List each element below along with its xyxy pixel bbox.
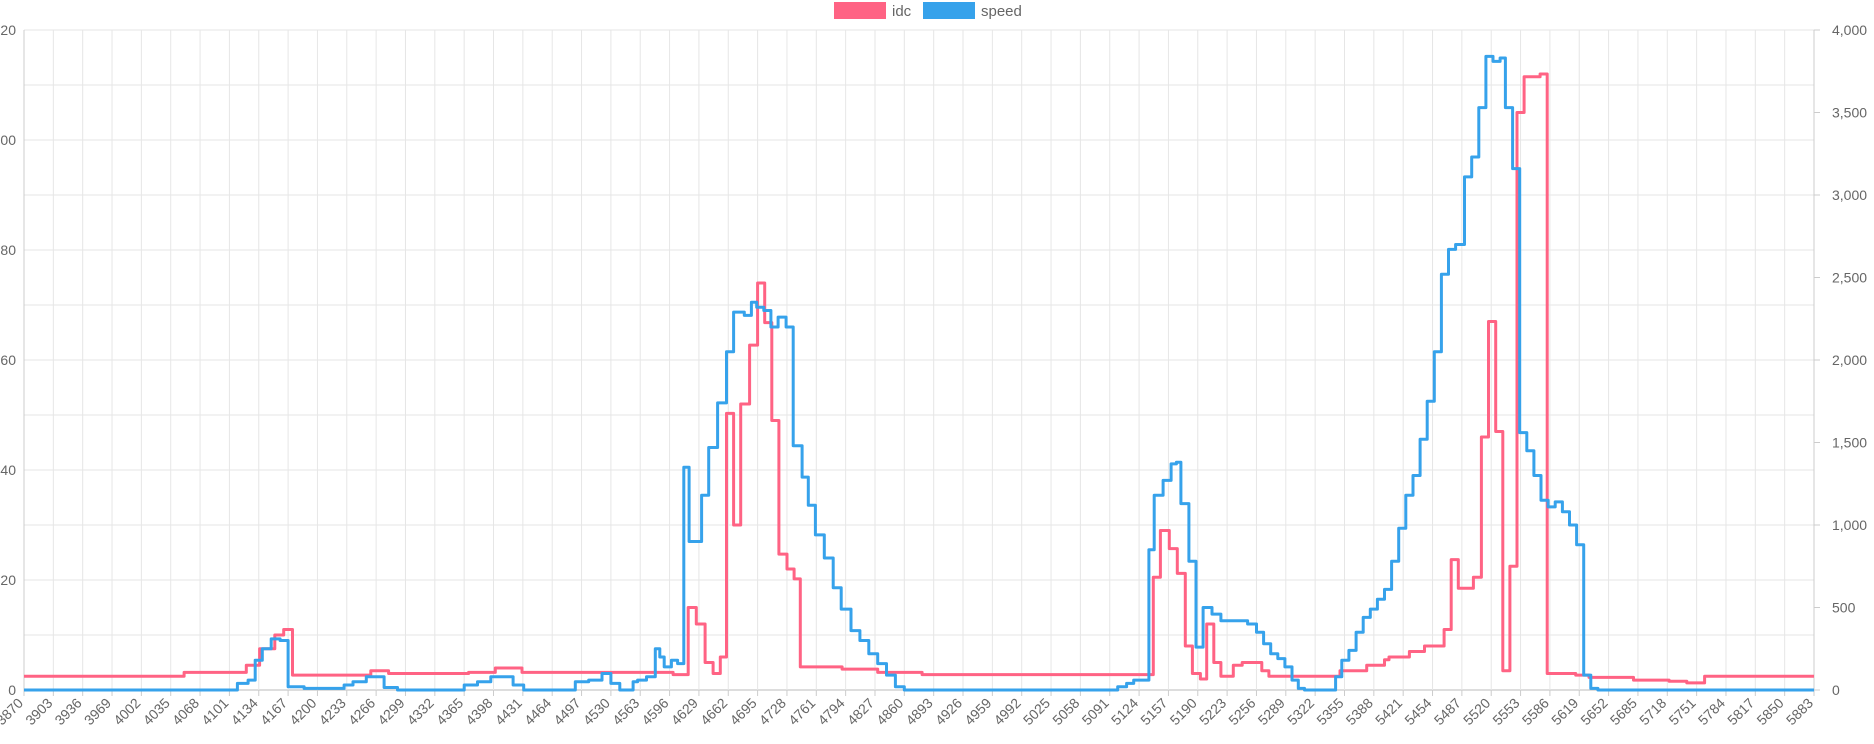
x-tick-label: 5586 bbox=[1519, 695, 1552, 728]
x-tick-label: 5487 bbox=[1431, 695, 1464, 728]
x-tick-label: 4299 bbox=[374, 695, 407, 728]
x-tick-label: 5058 bbox=[1049, 695, 1082, 728]
x-tick-label: 5355 bbox=[1313, 695, 1346, 728]
x-tick-label: 3870 bbox=[0, 695, 26, 728]
x-tick-label: 4497 bbox=[550, 695, 583, 728]
x-tick-label: 4827 bbox=[844, 695, 877, 728]
x-tick-label: 5289 bbox=[1255, 695, 1288, 728]
axes: 3870390339363969400240354068410141344167… bbox=[0, 22, 1867, 728]
x-tick-label: 4266 bbox=[345, 695, 378, 728]
x-tick-label: 5520 bbox=[1460, 695, 1493, 728]
x-tick-label: 5322 bbox=[1284, 695, 1317, 728]
x-tick-label: 4464 bbox=[521, 695, 554, 728]
y-right-tick-label: 3,500 bbox=[1832, 105, 1867, 121]
y-left-tick-label: 20 bbox=[0, 572, 16, 588]
y-right-tick-label: 1,000 bbox=[1832, 517, 1867, 533]
x-tick-label: 4695 bbox=[726, 695, 759, 728]
x-tick-label: 4860 bbox=[873, 695, 906, 728]
y-right-tick-label: 1,500 bbox=[1832, 435, 1867, 451]
x-tick-label: 5685 bbox=[1607, 695, 1640, 728]
x-tick-label: 5091 bbox=[1079, 695, 1112, 728]
y-left-tick-label: 60 bbox=[0, 352, 16, 368]
x-tick-label: 4035 bbox=[139, 695, 172, 728]
series-layer bbox=[24, 54, 1814, 692]
x-tick-label: 4365 bbox=[433, 695, 466, 728]
x-tick-label: 4893 bbox=[902, 695, 935, 728]
x-tick-label: 4761 bbox=[785, 695, 818, 728]
x-tick-label: 5157 bbox=[1137, 695, 1170, 728]
x-tick-label: 4134 bbox=[228, 695, 261, 728]
y-right-tick-label: 2,500 bbox=[1832, 270, 1867, 286]
y-left-tick-label: 0 bbox=[8, 682, 16, 698]
x-tick-label: 4431 bbox=[492, 695, 525, 728]
y-right-tick-label: 500 bbox=[1832, 600, 1856, 616]
x-tick-label: 4002 bbox=[110, 695, 143, 728]
x-tick-label: 4794 bbox=[814, 695, 847, 728]
x-tick-label: 5454 bbox=[1401, 695, 1434, 728]
legend-swatch-speed[interactable] bbox=[923, 2, 975, 19]
x-tick-label: 4959 bbox=[961, 695, 994, 728]
series-line-speed[interactable] bbox=[24, 54, 1814, 692]
x-tick-label: 4530 bbox=[580, 695, 613, 728]
x-tick-label: 5718 bbox=[1636, 695, 1669, 728]
y-left-tick-label: 100 bbox=[0, 132, 16, 148]
x-tick-label: 5850 bbox=[1753, 695, 1786, 728]
x-tick-label: 5652 bbox=[1577, 695, 1610, 728]
x-tick-label: 4629 bbox=[668, 695, 701, 728]
y-right-tick-label: 3,000 bbox=[1832, 187, 1867, 203]
x-tick-label: 4563 bbox=[609, 695, 642, 728]
x-tick-label: 3969 bbox=[81, 695, 114, 728]
y-left-tick-label: 120 bbox=[0, 22, 16, 38]
x-tick-label: 5553 bbox=[1489, 695, 1522, 728]
x-tick-label: 4398 bbox=[462, 695, 495, 728]
x-tick-label: 4167 bbox=[257, 695, 290, 728]
y-right-tick-label: 0 bbox=[1832, 682, 1840, 698]
x-tick-label: 4101 bbox=[198, 695, 231, 728]
x-tick-label: 3903 bbox=[22, 695, 55, 728]
legend-swatch-idc[interactable] bbox=[834, 2, 886, 19]
x-tick-label: 3936 bbox=[51, 695, 84, 728]
legend-label-idc[interactable]: idc bbox=[892, 3, 912, 20]
x-tick-label: 5751 bbox=[1665, 695, 1698, 728]
x-tick-label: 5223 bbox=[1196, 695, 1229, 728]
x-tick-label: 4200 bbox=[286, 695, 319, 728]
x-tick-label: 5817 bbox=[1724, 695, 1757, 728]
y-right-tick-label: 2,000 bbox=[1832, 352, 1867, 368]
x-tick-label: 5124 bbox=[1108, 695, 1141, 728]
x-tick-label: 4728 bbox=[756, 695, 789, 728]
x-tick-label: 5784 bbox=[1695, 695, 1728, 728]
y-right-tick-label: 4,000 bbox=[1832, 22, 1867, 38]
x-tick-label: 5421 bbox=[1372, 695, 1405, 728]
x-tick-label: 5190 bbox=[1167, 695, 1200, 728]
x-tick-label: 5256 bbox=[1225, 695, 1258, 728]
x-tick-label: 5025 bbox=[1020, 695, 1053, 728]
x-tick-label: 4596 bbox=[638, 695, 671, 728]
legend: idc speed bbox=[834, 2, 1022, 20]
x-tick-label: 5388 bbox=[1343, 695, 1376, 728]
x-tick-label: 5883 bbox=[1783, 695, 1816, 728]
x-tick-label: 4992 bbox=[990, 695, 1023, 728]
y-left-tick-label: 80 bbox=[0, 242, 16, 258]
x-tick-label: 4926 bbox=[932, 695, 965, 728]
x-tick-label: 5619 bbox=[1548, 695, 1581, 728]
x-tick-label: 4233 bbox=[316, 695, 349, 728]
y-left-tick-label: 40 bbox=[0, 462, 16, 478]
x-tick-label: 4662 bbox=[697, 695, 730, 728]
gridlines bbox=[23, 29, 1815, 691]
legend-label-speed[interactable]: speed bbox=[981, 3, 1022, 20]
x-tick-label: 4068 bbox=[169, 695, 202, 728]
series-line-idc[interactable] bbox=[24, 72, 1814, 685]
x-tick-label: 4332 bbox=[404, 695, 437, 728]
